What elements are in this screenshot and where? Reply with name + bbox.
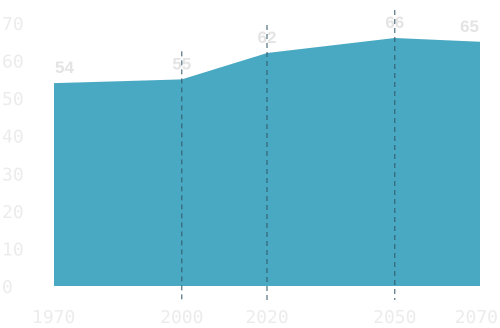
y-tick-label: 30 xyxy=(2,164,24,185)
data-label: 54 xyxy=(55,58,74,77)
x-tick-label: 2020 xyxy=(245,307,288,328)
y-tick-label: 10 xyxy=(2,239,24,260)
data-label: 55 xyxy=(172,54,191,73)
y-axis: 0 10 20 30 40 50 60 70 xyxy=(2,14,24,298)
x-tick-label: 2070 xyxy=(455,307,498,328)
y-tick-label: 50 xyxy=(2,89,24,110)
data-label: 62 xyxy=(258,28,277,47)
y-tick-label: 0 xyxy=(2,277,13,298)
y-tick-label: 20 xyxy=(2,202,24,223)
y-tick-label: 60 xyxy=(2,52,24,73)
data-label: 66 xyxy=(385,13,404,32)
x-axis: 1970 2000 2020 2050 2070 xyxy=(32,307,498,328)
y-tick-label: 40 xyxy=(2,127,24,148)
x-tick-label: 1970 xyxy=(32,307,75,328)
x-tick-label: 2000 xyxy=(160,307,203,328)
x-tick-label: 2050 xyxy=(373,307,416,328)
data-labels: 54 55 62 66 65 xyxy=(55,13,479,77)
y-tick-label: 70 xyxy=(2,14,24,35)
vertical-guides xyxy=(181,10,396,300)
data-label: 65 xyxy=(460,17,479,36)
